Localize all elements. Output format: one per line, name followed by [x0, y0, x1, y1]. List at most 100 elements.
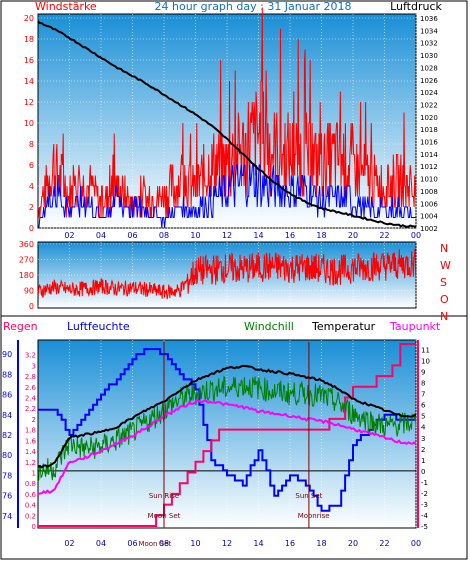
rain-y-tick: 1 [32, 469, 36, 477]
x-tick-label: 14 [253, 231, 263, 240]
temp-y-tick: 10 [421, 358, 430, 366]
wind-y-tick: 0 [29, 224, 34, 233]
sun-moon-label: Moonrise [298, 512, 330, 520]
humidity-y-tick: 84 [2, 411, 12, 420]
temp-y-tick: 11 [421, 347, 430, 355]
rain-y-tick: 2.6 [25, 384, 37, 392]
pressure-y-tick: 1012 [420, 163, 438, 171]
temp-y-tick: 6 [421, 402, 426, 410]
humidity-y-tick: 80 [2, 451, 12, 460]
x-tick-label: 08 [159, 539, 169, 548]
temperature-legend: Temperatur [311, 320, 376, 333]
temp-y-tick: 9 [421, 369, 425, 377]
temp-y-tick: -4 [421, 512, 429, 520]
direction-y-tick: 180 [19, 271, 34, 280]
dewpoint-legend: Taupunkt [389, 320, 441, 333]
rain-y-tick: 1.4 [25, 448, 37, 456]
pressure-y-tick: 1028 [420, 64, 438, 72]
x-tick-label: 12 [222, 539, 232, 548]
wind-y-tick: 2 [29, 203, 34, 212]
direction-y-tick: 0 [29, 302, 34, 311]
sun-moon-label: Moon Set [138, 540, 171, 548]
rain-legend: Regen [3, 320, 38, 333]
x-tick-label: 14 [253, 539, 263, 548]
compass-label: N [440, 242, 448, 255]
pressure-y-tick: 1032 [420, 40, 438, 48]
sun-moon-label: Moon Set [148, 512, 181, 520]
pressure-y-tick: 1018 [420, 126, 438, 134]
rain-y-tick: 0.2 [25, 512, 36, 520]
sun-moon-label: Sun Rise [149, 492, 179, 500]
compass-label: W [440, 259, 451, 272]
pressure-y-tick: 1022 [420, 101, 438, 109]
wind-y-tick: 14 [24, 77, 34, 86]
rain-y-tick: 2 [32, 416, 36, 424]
x-tick-label: 20 [348, 539, 358, 548]
pressure-axis-title: Luftdruck [390, 0, 442, 13]
rain-y-tick: 3 [32, 362, 36, 370]
wind-y-tick: 18 [24, 35, 34, 44]
pressure-y-tick: 1034 [420, 27, 438, 35]
x-tick-label: 06 [127, 539, 137, 548]
direction-y-tick: 270 [19, 256, 34, 265]
wind-y-tick: 8 [29, 140, 34, 149]
x-tick-label: 00 [411, 231, 421, 240]
pressure-series-line [37, 20, 417, 228]
direction-y-tick: 90 [24, 287, 34, 296]
wind-y-tick: 6 [29, 161, 34, 170]
temp-y-tick: -1 [421, 479, 428, 487]
rain-y-tick: 2.2 [25, 405, 36, 413]
wind-axis-title: Windstärke [35, 0, 97, 13]
wind-y-tick: 20 [24, 14, 34, 23]
pressure-y-tick: 1014 [420, 151, 438, 159]
temp-y-tick: -2 [421, 490, 428, 498]
rain-y-tick: 1.2 [25, 459, 36, 467]
direction-series-line [37, 248, 417, 300]
x-tick-label: 22 [379, 539, 389, 548]
x-tick-label: 18 [316, 231, 326, 240]
pressure-y-tick: 1010 [420, 176, 438, 184]
temp-y-tick: 2 [421, 446, 425, 454]
humidity-y-tick: 76 [2, 492, 12, 501]
humidity-y-tick: 86 [2, 391, 12, 400]
humidity-y-tick: 74 [2, 512, 12, 521]
direction-y-tick: 360 [19, 240, 34, 249]
pressure-y-tick: 1030 [420, 52, 438, 60]
temp-y-tick: 4 [421, 424, 426, 432]
wind-y-tick: 10 [24, 119, 34, 128]
compass-label: O [440, 293, 449, 306]
x-tick-label: 02 [64, 539, 74, 548]
wind-y-tick: 16 [24, 56, 34, 65]
rain-series-line [38, 343, 416, 527]
humidity-legend: Luftfeuchte [67, 320, 130, 333]
rain-y-tick: 1.6 [25, 437, 37, 445]
humidity-y-tick: 90 [2, 350, 12, 359]
temp-y-tick: 3 [421, 435, 425, 443]
x-tick-label: 08 [159, 231, 169, 240]
pressure-y-tick: 1004 [420, 213, 438, 221]
pressure-y-tick: 1020 [420, 114, 438, 122]
x-tick-label: 02 [64, 231, 74, 240]
pressure-y-tick: 1036 [420, 15, 438, 23]
dewpoint-series-line [37, 399, 417, 495]
x-tick-label: 22 [379, 231, 389, 240]
rain-y-tick: 0 [32, 523, 36, 531]
temp-y-tick: 8 [421, 380, 425, 388]
humidity-series-line [38, 348, 416, 512]
x-tick-label: 10 [190, 231, 200, 240]
x-tick-label: 12 [222, 231, 232, 240]
temp-y-tick: 0 [421, 468, 425, 476]
graph-title: 24 hour graph day : 31 Januar 2018 [155, 0, 352, 13]
x-tick-label: 04 [96, 231, 106, 240]
rain-y-tick: 2.4 [25, 395, 37, 403]
pressure-y-tick: 1024 [420, 89, 438, 97]
humidity-y-tick: 82 [2, 431, 12, 440]
x-tick-label: 16 [285, 539, 295, 548]
pressure-y-tick: 1008 [420, 188, 438, 196]
rain-y-tick: 2.8 [25, 373, 36, 381]
temperature-series-line [37, 364, 417, 469]
temp-y-tick: -5 [421, 523, 428, 531]
rain-y-tick: 3.2 [25, 352, 36, 360]
